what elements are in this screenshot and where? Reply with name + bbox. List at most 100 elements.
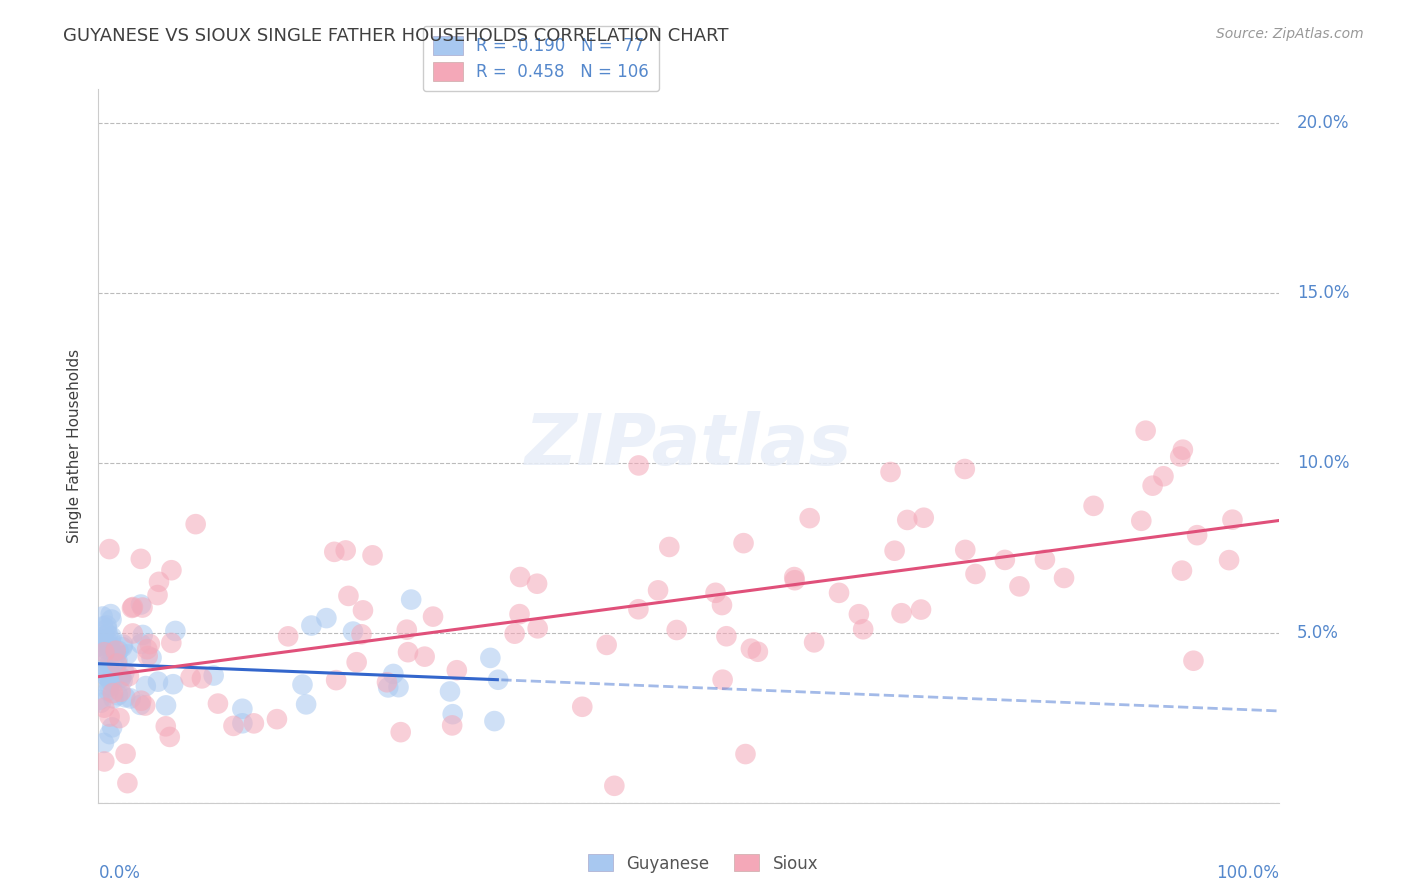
Point [136, 648, 159, 663]
Point [105, 648, 128, 662]
Point [711, 673, 734, 687]
Point [98, 709, 121, 723]
Point [96, 669, 118, 683]
Point [299, 618, 322, 632]
Point [111, 673, 134, 688]
Point [108, 711, 131, 725]
Point [352, 603, 374, 617]
Point [100, 607, 122, 621]
Point [912, 510, 935, 524]
Point [375, 675, 398, 690]
Point [117, 648, 139, 662]
Point [342, 624, 364, 639]
Point [184, 517, 207, 532]
Point [91, 651, 114, 665]
Point [121, 626, 143, 640]
Point [129, 698, 152, 712]
Text: ZIPatlas: ZIPatlas [526, 411, 852, 481]
Point [96, 622, 118, 636]
Point [97, 683, 120, 698]
Point [350, 627, 373, 641]
Point [231, 702, 253, 716]
Point [1218, 553, 1240, 567]
Point [91, 609, 114, 624]
Point [441, 707, 464, 722]
Point [91, 619, 114, 633]
Point [105, 657, 128, 671]
Point [595, 638, 617, 652]
Point [155, 698, 177, 713]
Point [146, 588, 169, 602]
Point [382, 667, 405, 681]
Point [266, 712, 288, 726]
Text: 10.0%: 10.0% [1298, 454, 1350, 472]
Point [107, 689, 129, 703]
Point [439, 684, 461, 698]
Point [1222, 513, 1244, 527]
Point [202, 668, 225, 682]
Point [711, 598, 734, 612]
Point [101, 670, 124, 684]
Point [890, 606, 912, 620]
Point [1142, 478, 1164, 492]
Point [131, 600, 153, 615]
Point [733, 536, 755, 550]
Point [112, 665, 135, 680]
Point [1168, 450, 1191, 464]
Point [129, 552, 152, 566]
Point [129, 637, 152, 651]
Point [93, 665, 115, 679]
Point [953, 462, 976, 476]
Point [399, 592, 422, 607]
Point [852, 622, 875, 636]
Point [389, 725, 412, 739]
Point [114, 747, 136, 761]
Point [1171, 442, 1194, 457]
Point [96, 632, 118, 647]
Point [134, 698, 156, 713]
Point [1153, 469, 1175, 483]
Point [162, 677, 184, 691]
Point [89, 634, 111, 648]
Point [1053, 571, 1076, 585]
Legend: Guyanese, Sioux: Guyanese, Sioux [581, 847, 825, 880]
Point [100, 630, 122, 644]
Point [387, 680, 409, 694]
Text: 100.0%: 100.0% [1216, 864, 1279, 882]
Point [783, 570, 806, 584]
Point [160, 636, 183, 650]
Point [105, 653, 128, 667]
Point [104, 671, 127, 685]
Point [335, 543, 357, 558]
Point [883, 543, 905, 558]
Point [89, 693, 111, 707]
Point [107, 644, 129, 658]
Point [94, 642, 117, 657]
Text: 5.0%: 5.0% [1298, 624, 1339, 642]
Point [486, 673, 509, 687]
Point [90, 696, 112, 710]
Point [141, 650, 163, 665]
Point [136, 642, 159, 657]
Y-axis label: Single Father Households: Single Father Households [67, 349, 83, 543]
Point [231, 716, 253, 731]
Point [159, 730, 181, 744]
Point [526, 576, 548, 591]
Point [98, 657, 121, 672]
Point [93, 755, 115, 769]
Point [98, 678, 121, 692]
Point [323, 545, 346, 559]
Point [346, 655, 368, 669]
Text: Source: ZipAtlas.com: Source: ZipAtlas.com [1216, 27, 1364, 41]
Point [100, 613, 122, 627]
Point [740, 641, 762, 656]
Point [413, 649, 436, 664]
Point [89, 634, 111, 648]
Point [704, 586, 727, 600]
Point [104, 643, 127, 657]
Point [110, 684, 132, 698]
Point [155, 719, 177, 733]
Point [243, 716, 266, 731]
Point [97, 627, 120, 641]
Point [93, 645, 115, 659]
